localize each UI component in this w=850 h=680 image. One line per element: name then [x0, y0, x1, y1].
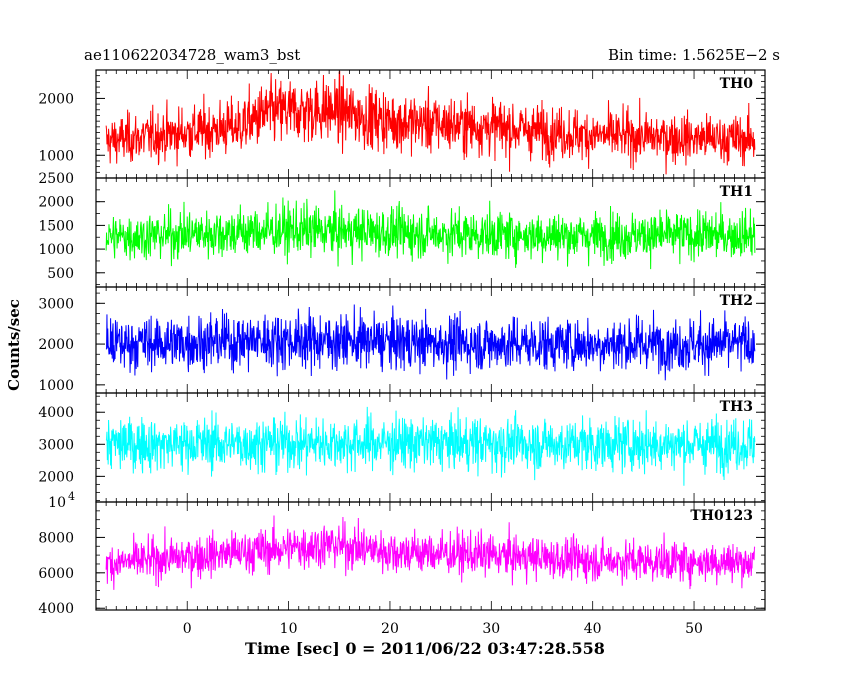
series-th2 — [105, 304, 756, 381]
y-tick-label: 1000 — [38, 378, 74, 394]
x-tick-label: 40 — [584, 621, 602, 637]
y-tick-label: 2500 — [38, 171, 74, 187]
y-tick-label: 3000 — [38, 437, 74, 453]
x-tick-label: 50 — [685, 621, 703, 637]
y-tick-label: 2000 — [38, 337, 74, 353]
y-tick-label: 1000 — [38, 242, 74, 258]
panel-label-th3: TH3 — [720, 399, 753, 415]
y-axis-label: Counts/sec — [5, 299, 23, 391]
y-tick-label: 1000 — [38, 148, 74, 164]
x-tick-label: 0 — [183, 621, 192, 637]
x-tick-label: 30 — [482, 621, 500, 637]
y-tick-label: 2000 — [38, 91, 74, 107]
x-tick-label: 10 — [280, 621, 298, 637]
y-top-label: 10 — [48, 495, 66, 511]
series-th1 — [105, 190, 756, 270]
bin-time-label: Bin time: 1.5625E−2 s — [608, 46, 780, 64]
y-tick-label: 2000 — [38, 469, 74, 485]
label-layer: ae110622034728_wam3_bst Bin time: 1.5625… — [5, 46, 780, 658]
series-th3 — [105, 406, 756, 486]
y-tick-label: 6000 — [38, 566, 74, 582]
y-tick-label: 3000 — [38, 296, 74, 312]
panel-label-th1: TH1 — [720, 184, 753, 200]
y-tick-label: 500 — [47, 266, 74, 282]
x-axis-label: Time [sec] 0 = 2011/06/22 03:47:28.558 — [245, 639, 605, 658]
frame-layer — [95, 69, 766, 611]
panel-label-th2: TH2 — [720, 293, 753, 309]
panel-label-th0123: TH0123 — [690, 508, 753, 524]
series-th0 — [105, 70, 756, 175]
x-tick-label: 20 — [381, 621, 399, 637]
series-layer — [105, 70, 756, 590]
y-tick-label: 4000 — [38, 405, 74, 421]
y-top-label-exponent: 4 — [68, 490, 75, 503]
y-tick-label: 1500 — [38, 218, 74, 234]
series-th0123 — [105, 515, 756, 590]
y-tick-label: 4000 — [38, 601, 74, 617]
y-tick-label: 8000 — [38, 530, 74, 546]
panel-label-th0: TH0 — [720, 76, 754, 92]
chart-title: ae110622034728_wam3_bst — [84, 46, 300, 64]
y-tick-label: 2000 — [38, 195, 74, 211]
